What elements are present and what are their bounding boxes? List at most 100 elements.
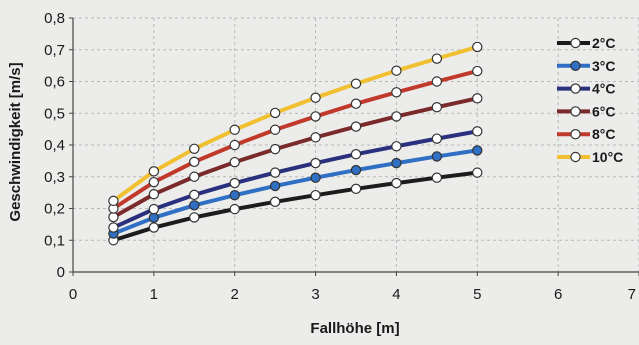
legend-item: 8°C	[557, 126, 616, 142]
data-point	[310, 157, 321, 169]
data-point	[269, 107, 281, 119]
y-tick-label: 0	[57, 264, 65, 281]
data-point	[431, 133, 443, 144]
series-line	[112, 69, 478, 211]
data-point	[148, 189, 160, 200]
series-line	[112, 129, 478, 230]
x-tick-label: 6	[554, 286, 562, 303]
data-point	[350, 78, 362, 89]
data-point	[431, 102, 443, 113]
y-tick-label: 0,8	[44, 10, 65, 27]
data-point	[189, 212, 200, 223]
series-line	[112, 96, 478, 219]
series-5	[108, 41, 483, 207]
data-point	[350, 98, 362, 109]
data-point	[269, 167, 281, 178]
data-point	[148, 166, 160, 177]
data-point	[431, 151, 443, 162]
data-point	[391, 65, 402, 76]
legend-item: 3°C	[557, 58, 616, 74]
x-tick-label: 1	[150, 286, 158, 303]
legend-item: 4°C	[557, 81, 616, 97]
y-tick-label: 0,1	[44, 232, 65, 249]
grid	[73, 17, 639, 272]
data-point	[269, 196, 281, 208]
series-1	[108, 145, 483, 239]
y-tick-label: 0,7	[44, 42, 65, 59]
series-3	[108, 93, 483, 223]
data-point	[148, 203, 160, 215]
x-axis-label: Fallhöhe [m]	[310, 320, 399, 337]
legend-label: 2°C	[592, 35, 616, 51]
data-point	[108, 195, 119, 207]
data-point	[189, 200, 200, 211]
legend-label: 4°C	[592, 81, 616, 97]
data-point	[391, 177, 402, 189]
data-point	[391, 111, 402, 122]
x-tick-label: 4	[392, 286, 400, 303]
x-tick-label: 0	[69, 286, 77, 303]
legend-label: 6°C	[592, 103, 616, 119]
data-point	[108, 211, 119, 223]
legend-swatch-marker	[570, 60, 581, 72]
legend-item: 10°C	[557, 149, 623, 165]
y-tick-label: 0,3	[44, 169, 65, 186]
data-point	[189, 171, 200, 182]
data-point	[310, 172, 321, 183]
y-tick-label: 0,5	[44, 105, 65, 122]
data-point	[269, 180, 281, 192]
data-point	[310, 111, 321, 122]
data-point	[229, 189, 240, 201]
data-point	[269, 124, 281, 135]
legend-swatch-marker	[570, 106, 581, 117]
legend-swatch-marker	[570, 151, 581, 163]
legend-item: 2°C	[557, 35, 616, 51]
data-point	[310, 189, 321, 201]
series-line	[112, 44, 478, 203]
data-point	[472, 145, 483, 156]
series-2	[108, 126, 483, 233]
x-tick-label: 5	[473, 286, 481, 303]
data-point	[310, 132, 321, 143]
data-point	[350, 164, 362, 176]
x-tick-label: 3	[311, 286, 319, 303]
legend-label: 8°C	[592, 126, 616, 142]
series-4	[108, 65, 483, 214]
legend-swatch-marker	[570, 128, 581, 140]
legend: 2°C 3°C 4°C 6°C 8°C 10°C	[557, 35, 623, 165]
legend-label: 10°C	[592, 149, 623, 165]
data-point	[391, 87, 402, 98]
y-tick-label: 0,2	[44, 201, 65, 218]
series-line	[112, 170, 478, 243]
y-tick-label: 0,4	[44, 137, 65, 154]
data-point	[472, 93, 483, 104]
data-point	[229, 203, 240, 215]
data-point	[350, 121, 362, 132]
y-axis-label: Geschwindigkeit [m/s]	[7, 62, 24, 221]
data-point	[229, 177, 240, 189]
data-point	[269, 143, 281, 155]
legend-label: 3°C	[592, 58, 616, 74]
data-point	[472, 41, 483, 53]
data-point	[148, 176, 160, 188]
data-point	[391, 157, 402, 169]
data-point	[431, 53, 443, 64]
data-point	[391, 141, 402, 152]
data-point	[350, 183, 362, 195]
x-tick-label: 7	[628, 286, 636, 303]
data-point	[148, 222, 160, 233]
data-point	[472, 126, 483, 137]
data-point	[431, 172, 443, 183]
data-point	[472, 167, 483, 178]
data-point	[431, 76, 443, 87]
data-point	[229, 156, 240, 168]
data-point	[148, 212, 160, 223]
legend-swatch-marker	[570, 37, 581, 49]
data-point	[310, 92, 321, 103]
data-point	[472, 65, 483, 77]
data-point	[189, 189, 200, 201]
data-point	[229, 139, 240, 151]
tick-labels: 0 0,1 0,2 0,3 0,4 0,5 0,6 0,7 0,8 0 1 2 3 4 5 6 7	[44, 10, 639, 303]
data-point	[229, 124, 240, 135]
